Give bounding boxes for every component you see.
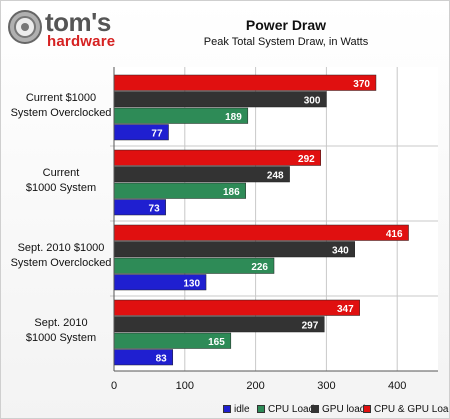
category-label: Sept. 2010: [34, 317, 87, 329]
bar-value-label: 165: [208, 337, 225, 348]
bar-chart-plot: 0 100 200 300 400 370 300 189 77 Current $1000 Sys…: [11, 67, 438, 392]
bar: [113, 224, 409, 241]
bar: [113, 166, 290, 183]
bar-value-label: 189: [225, 112, 242, 123]
x-tick-label: 100: [176, 380, 194, 392]
bar: [113, 149, 321, 166]
bar-value-label: 73: [149, 203, 161, 214]
bar-value-label: 416: [386, 229, 403, 240]
bar-value-label: 297: [302, 320, 319, 331]
bar-value-label: 292: [298, 154, 315, 165]
category-label: $1000 System: [26, 332, 96, 344]
legend-label: GPU load: [322, 403, 366, 415]
bar-value-label: 248: [267, 170, 284, 181]
legend-item: idle: [223, 402, 250, 416]
legend-swatch: [311, 405, 319, 413]
bar: [113, 91, 327, 108]
chart-legend: idle CPU Load GPU load CPU & GPU Load: [1, 399, 450, 418]
bar: [113, 257, 275, 274]
x-tick-label: 300: [317, 380, 335, 392]
chart-subtitle: Peak Total System Draw, in Watts: [203, 36, 369, 48]
legend-swatch: [363, 405, 371, 413]
bar-value-label: 300: [304, 95, 321, 106]
category-label: $1000 System: [26, 182, 96, 194]
bar: [113, 299, 360, 316]
category-label: Current: [43, 167, 80, 179]
toms-hardware-logo: tom's hardware: [7, 5, 117, 50]
bar-value-label: 370: [353, 79, 370, 90]
legend-label: CPU Load: [268, 403, 315, 415]
chart-title: Power Draw: [245, 17, 327, 33]
logo-name-bottom: hardware: [47, 33, 116, 50]
legend-item: CPU Load: [257, 402, 314, 416]
legend-label: idle: [234, 403, 250, 415]
category-label: System Overclocked: [11, 107, 112, 119]
bar-value-label: 347: [337, 304, 354, 315]
category-label: Sept. 2010 $1000: [18, 242, 105, 254]
legend-item: GPU load: [311, 402, 365, 416]
legend-item: CPU & GPU Load: [363, 402, 450, 416]
category-label: System Overclocked: [11, 257, 112, 269]
bar: [113, 74, 377, 91]
logo-emblem-icon: [8, 10, 42, 44]
logo-name-top: tom's: [45, 7, 111, 37]
bar-value-label: 340: [332, 245, 349, 256]
x-tick-label: 200: [246, 380, 264, 392]
bar-value-label: 226: [251, 262, 268, 273]
bar: [113, 316, 325, 333]
category-label: Current $1000: [26, 92, 96, 104]
legend-swatch: [223, 405, 231, 413]
bar-value-label: 130: [183, 278, 200, 289]
bar-value-label: 77: [151, 128, 163, 139]
bar-value-label: 186: [223, 187, 240, 198]
bar-value-label: 83: [156, 353, 168, 364]
bar: [113, 241, 355, 258]
legend-label: CPU & GPU Load: [374, 403, 450, 415]
x-tick-label: 0: [111, 380, 117, 392]
x-tick-label: 400: [388, 380, 406, 392]
legend-swatch: [257, 405, 265, 413]
